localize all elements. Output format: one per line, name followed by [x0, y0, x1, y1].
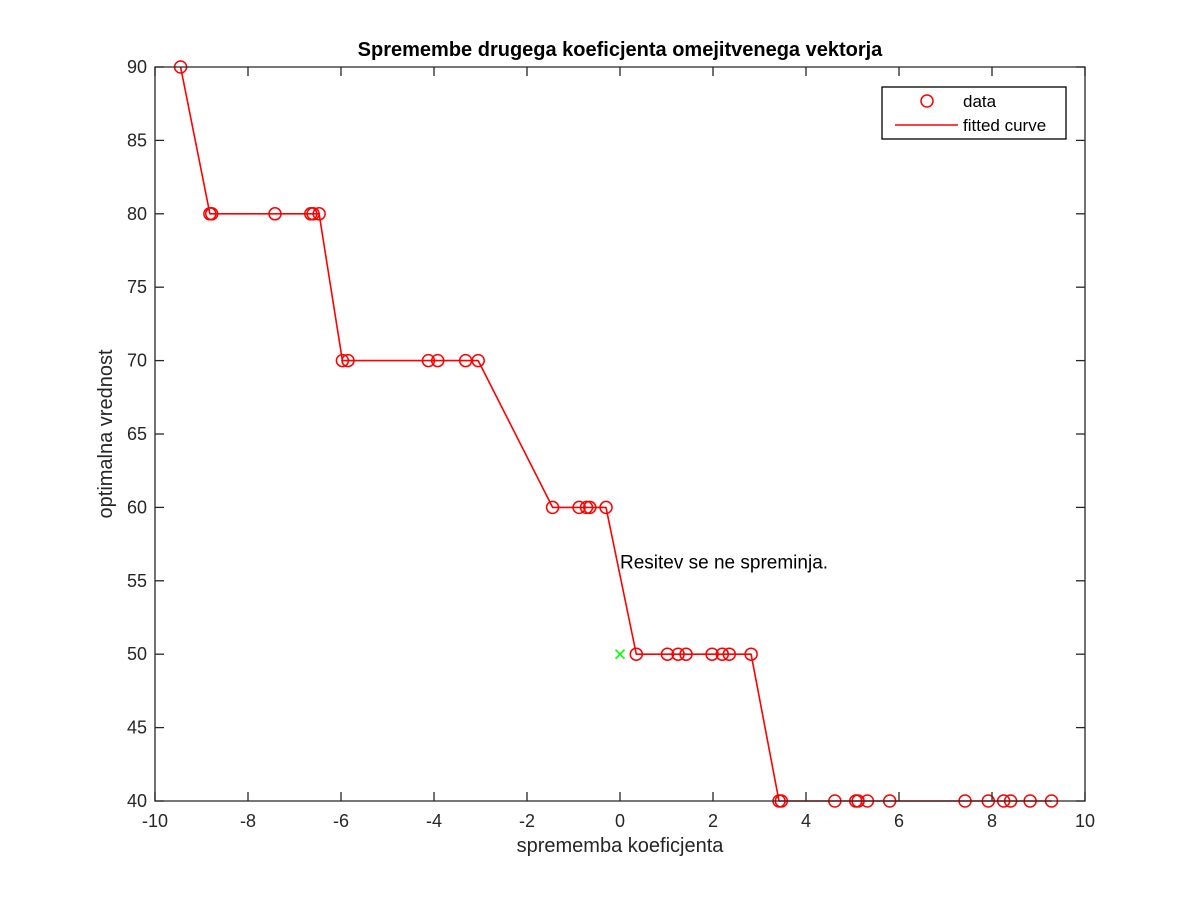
legend-label-fitted-curve: fitted curve	[963, 116, 1046, 135]
y-tick-label: 70	[127, 351, 147, 371]
data-point	[579, 500, 594, 515]
data-point	[744, 647, 758, 661]
data-point	[722, 647, 737, 661]
y-tick-label: 45	[127, 718, 147, 738]
y-tick-label: 55	[127, 571, 147, 591]
data-point	[421, 353, 436, 368]
y-tick-label: 40	[127, 791, 147, 811]
x-tick-label: 8	[987, 811, 997, 831]
y-axis-label: optimalna vrednost	[95, 349, 117, 518]
x-tick-label: -2	[519, 811, 535, 831]
legend: data fitted curve	[881, 86, 1067, 140]
highlight-x-marker	[614, 649, 626, 660]
y-tick-label: 80	[127, 204, 147, 224]
y-tick-label: 50	[127, 644, 147, 664]
ticks-layer	[154, 66, 1086, 802]
data-point	[679, 647, 693, 661]
data-point	[660, 647, 675, 661]
plot-area	[155, 67, 1085, 801]
chart-title: Spremembe drugega koeficjenta omejitvene…	[358, 39, 884, 61]
annotation-layer: Resitev se ne spreminja.	[620, 553, 828, 574]
highlight-x-stroke	[614, 649, 626, 660]
data-point	[430, 353, 445, 368]
legend-box	[881, 86, 1067, 140]
x-tick-label: -10	[142, 811, 168, 831]
x-tick-label: 2	[708, 811, 718, 831]
x-tick-label: -4	[426, 811, 442, 831]
x-tick-label: -8	[240, 811, 256, 831]
data-point	[572, 500, 586, 515]
data-point	[204, 207, 219, 221]
x-tick-label: 6	[894, 811, 904, 831]
data-point	[629, 647, 644, 661]
legend-marker-data	[920, 94, 934, 108]
y-tick-label: 85	[127, 130, 147, 150]
x-tick-label: 4	[801, 811, 811, 831]
data-point	[335, 353, 350, 368]
data-point	[341, 353, 355, 368]
data-point	[705, 647, 719, 661]
data-point	[306, 207, 320, 221]
y-tick-label: 65	[127, 424, 147, 444]
x-tick-label: 0	[615, 811, 625, 831]
data-point	[715, 647, 730, 661]
legend-label-data: data	[963, 92, 997, 111]
y-tick-label: 75	[127, 277, 147, 297]
data-point	[312, 207, 326, 221]
data-point	[583, 500, 597, 515]
data-point	[599, 500, 613, 515]
y-tick-label: 90	[127, 57, 147, 77]
data-point	[545, 500, 560, 515]
data-point	[268, 207, 282, 221]
x-axis-label: sprememba koeficjenta	[517, 835, 725, 857]
x-tick-label: 10	[1075, 811, 1095, 831]
data-point	[671, 647, 685, 661]
tick-labels: -10 -8 -6 -4 -2 0 2 4 6 8 10 40 45 50 55 60 65 70 75 80 85 90	[127, 57, 1095, 831]
data-point	[471, 353, 485, 368]
y-tick-label: 60	[127, 497, 147, 517]
annotation-text: Resitev se ne spreminja.	[620, 553, 828, 574]
x-tick-label: -6	[333, 811, 349, 831]
